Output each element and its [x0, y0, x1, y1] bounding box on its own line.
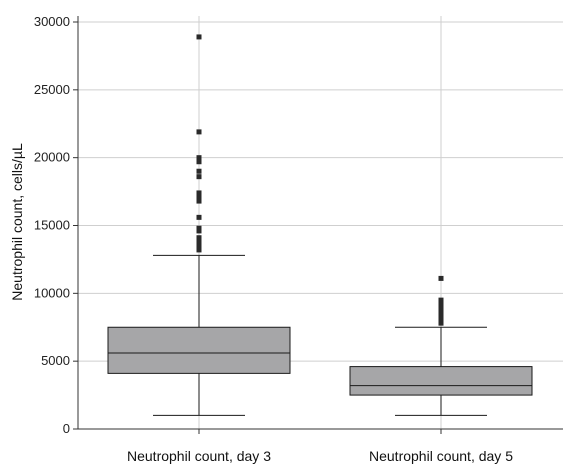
outlier-point: [438, 297, 444, 303]
box-group: [107, 34, 291, 416]
outlier-point: [196, 235, 202, 241]
category-labels: Neutrophil count, day 3 Neutrophil count,…: [127, 448, 513, 464]
y-tick-label: 30000: [34, 14, 70, 29]
outlier-point: [196, 34, 202, 40]
outlier-point: [438, 317, 444, 323]
outlier-point: [196, 168, 202, 174]
outlier-point: [196, 239, 202, 245]
outlier-point: [438, 320, 444, 326]
y-tick-label: 10000: [34, 285, 70, 300]
outlier-point: [196, 159, 202, 165]
outlier-point: [196, 225, 202, 231]
iqr-box: [107, 326, 291, 374]
grid-lines: [78, 16, 563, 429]
outlier-point: [196, 214, 202, 220]
y-axis-label: Neutrophil count, cells/µL: [9, 143, 25, 301]
outlier-point: [196, 174, 202, 180]
box-group: [349, 275, 533, 416]
x-category-label: Neutrophil count, day 3: [127, 448, 271, 464]
outlier-point: [196, 129, 202, 135]
y-tick-label: 15000: [34, 218, 70, 233]
iqr-box: [349, 366, 533, 396]
outlier-point: [196, 198, 202, 204]
x-category-label: Neutrophil count, day 5: [369, 448, 513, 464]
outlier-point: [196, 243, 202, 249]
outlier-point: [196, 190, 202, 196]
outlier-point: [196, 246, 202, 252]
outlier-point: [438, 303, 444, 309]
outlier-point: [438, 308, 444, 314]
y-tick-label: 20000: [34, 150, 70, 165]
box-series: [107, 34, 533, 416]
y-tick-label: 5000: [41, 353, 70, 368]
outlier-point: [196, 155, 202, 161]
y-tick-label: 0: [63, 421, 70, 436]
y-tick-label: 25000: [34, 82, 70, 97]
outlier-point: [196, 194, 202, 200]
outlier-point: [438, 275, 444, 281]
y-axis: 0 5000 10000 15000 20000 25000 30000: [34, 14, 563, 436]
outlier-point: [438, 305, 444, 311]
